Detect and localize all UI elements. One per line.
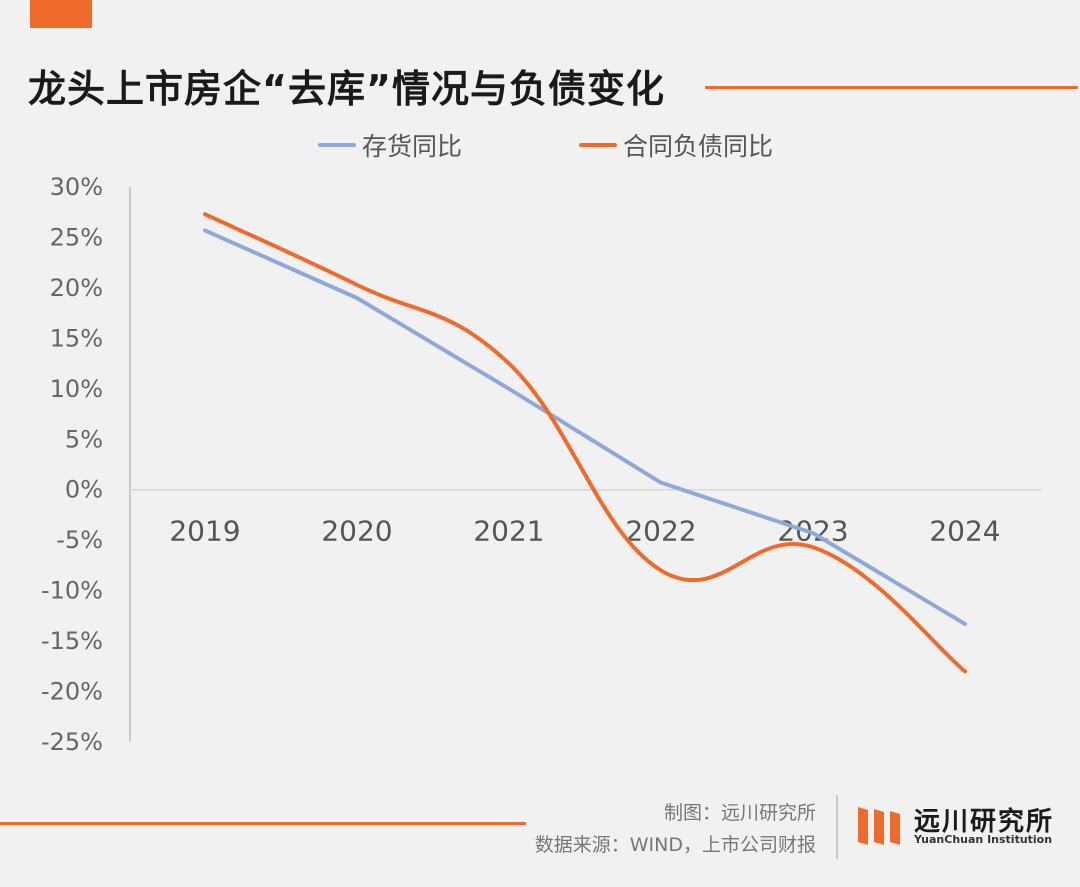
legend-swatch-inventory — [318, 143, 356, 147]
brand-subtitle: YuanChuan Institution — [914, 833, 1053, 846]
title-rule — [705, 86, 1078, 89]
brand-logo-icon — [858, 807, 900, 845]
brand-logo: 远川研究所 YuanChuan Institution — [856, 803, 1068, 849]
y-tick-label: 25% — [50, 223, 103, 251]
y-tick-label: -15% — [41, 627, 103, 655]
x-tick-label: 2021 — [473, 515, 544, 548]
legend-label-contract-liability: 合同负债同比 — [623, 132, 774, 161]
legend-label-inventory: 存货同比 — [362, 132, 463, 161]
header-accent-block — [30, 0, 92, 28]
x-tick-label: 2022 — [625, 515, 696, 548]
legend-swatch-contract-liability — [579, 143, 617, 147]
y-tick-label: 0% — [65, 476, 103, 504]
chart-credit: 制图：远川研究所 — [663, 802, 816, 824]
chart-legend: 存货同比 合同负债同比 — [0, 127, 1080, 161]
brand-name: 远川研究所 — [914, 807, 1055, 837]
line-chart: 30% 25% 20% 15% 10% 5% 0% -5% -10% -15% -20% -25% 20… — [41, 173, 1042, 756]
x-tick-label: 2020 — [321, 515, 392, 548]
legend-item-contract-liability: 合同负债同比 — [579, 127, 773, 163]
data-source: 数据来源：WIND，上市公司财报 — [534, 834, 816, 856]
series-line-inventory — [203, 228, 967, 626]
y-tick-label: -5% — [56, 526, 103, 554]
footer-rule — [0, 822, 526, 825]
y-tick-label: -25% — [41, 728, 103, 756]
y-tick-label: 20% — [50, 274, 103, 302]
y-tick-label: -10% — [41, 577, 103, 605]
legend-item-inventory: 存货同比 — [318, 127, 462, 163]
y-tick-label: 5% — [65, 425, 103, 453]
y-tick-label: -20% — [41, 678, 103, 706]
page-title: 龙头上市房企“去库”情况与负债变化 — [28, 67, 665, 111]
series-line-contract-liability — [203, 212, 967, 674]
y-tick-label: 10% — [50, 375, 103, 403]
x-tick-label: 2019 — [169, 515, 240, 548]
x-tick-label: 2024 — [929, 515, 1000, 548]
footer-divider — [836, 795, 838, 859]
y-tick-label: 30% — [50, 173, 103, 201]
y-tick-label: 15% — [50, 324, 103, 352]
